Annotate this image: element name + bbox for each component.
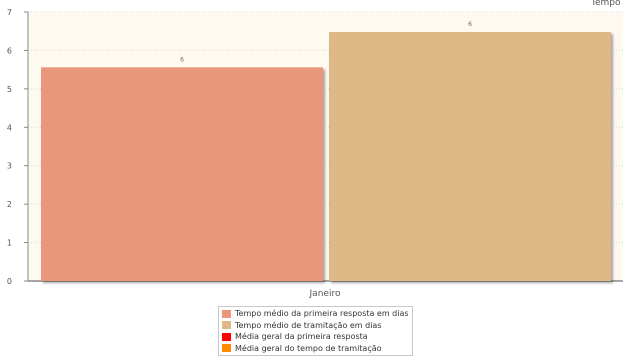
y-tick-label: 0 [7, 277, 12, 286]
legend-swatch [222, 344, 231, 353]
chart-title: Tempo [590, 0, 621, 8]
data-labels: 66 [180, 21, 472, 63]
bar[interactable] [329, 31, 611, 282]
y-tick-label: 4 [7, 123, 12, 132]
legend-swatch [222, 309, 231, 318]
bar-value-label: 6 [180, 56, 184, 63]
bar-value-label: 6 [468, 21, 472, 28]
y-tick-label: 7 [7, 8, 12, 17]
legend-swatch [222, 321, 231, 330]
legend: Tempo médio da primeira resposta em dias… [218, 306, 413, 356]
legend-item[interactable]: Média geral do tempo de tramitação [222, 343, 409, 355]
legend-label: Tempo médio da primeira resposta em dias [235, 309, 409, 319]
y-axis-ticks: 0 1 2 3 4 5 6 7 [7, 8, 28, 286]
y-tick-label: 3 [7, 162, 12, 171]
legend-label: Média geral da primeira resposta [235, 332, 368, 342]
legend-label: Média geral do tempo de tramitação [235, 343, 382, 353]
legend-item[interactable]: Média geral da primeira resposta [222, 331, 409, 343]
legend-label: Tempo médio de tramitação em dias [235, 320, 382, 330]
bars [41, 31, 611, 282]
legend-item[interactable]: Tempo médio de tramitação em dias [222, 320, 409, 332]
y-tick-label: 2 [7, 200, 12, 209]
y-tick-label: 1 [7, 239, 12, 248]
y-tick-label: 6 [7, 46, 12, 55]
legend-swatch [222, 332, 231, 341]
y-tick-label: 5 [7, 85, 12, 94]
category-label: Janeiro [309, 289, 341, 299]
legend-item[interactable]: Tempo médio da primeira resposta em dias [222, 308, 409, 320]
bar[interactable] [41, 67, 323, 281]
